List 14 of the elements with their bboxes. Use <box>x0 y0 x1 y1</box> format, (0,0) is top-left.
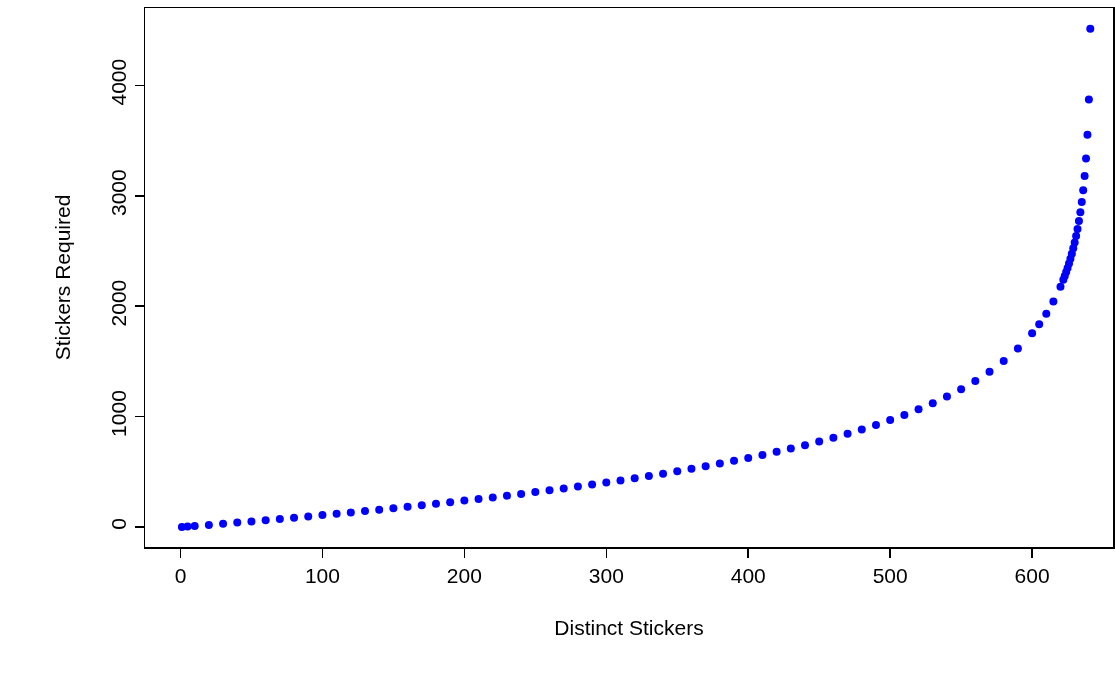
y-tick-label: 2000 <box>107 279 131 327</box>
x-tick-label: 400 <box>730 563 766 587</box>
y-tick-label: 0 <box>107 518 131 530</box>
x-tick-label: 500 <box>872 563 908 587</box>
x-tick-label: 0 <box>174 563 187 587</box>
x-tick-label: 100 <box>304 563 340 587</box>
y-axis-title: Stickers Required <box>51 194 75 361</box>
x-tick-label: 300 <box>588 563 624 587</box>
x-tick-label: 200 <box>446 563 482 587</box>
y-tick-label: 1000 <box>107 390 131 437</box>
y-tick-label: 4000 <box>107 58 131 106</box>
x-axis-title: Distinct Stickers <box>554 615 704 639</box>
y-tick-label: 3000 <box>107 169 131 216</box>
x-tick-label: 600 <box>1014 563 1050 587</box>
